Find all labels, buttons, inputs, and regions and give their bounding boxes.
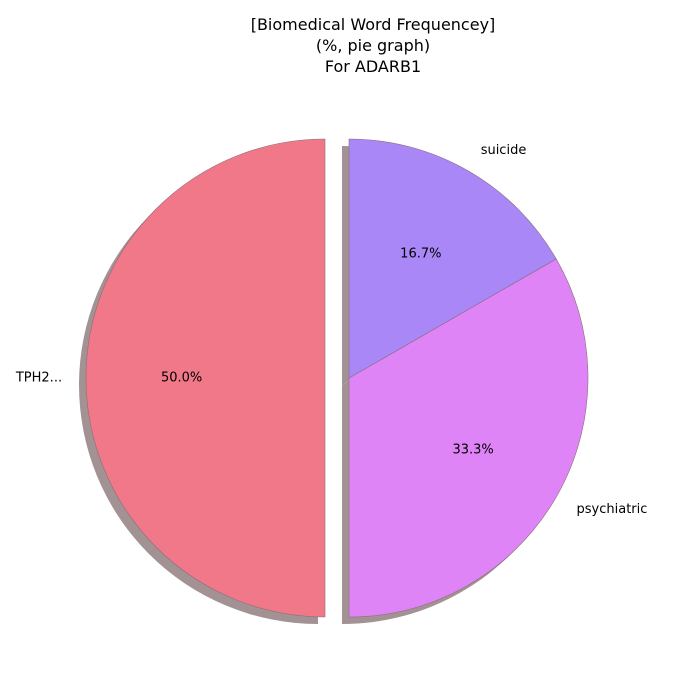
pie-slice-suicide xyxy=(348,138,557,379)
title-line-1: [Biomedical Word Frequencey] xyxy=(251,15,496,34)
pct-label-psychiatric: 33.3% xyxy=(452,442,493,457)
title-line-3: For ADARB1 xyxy=(325,57,421,76)
pie-slices xyxy=(85,138,589,618)
pie-slice-psychiatric xyxy=(348,258,589,618)
pct-label-tph2: 50.0% xyxy=(161,371,202,386)
slice-label-psychiatric: psychiatric xyxy=(577,502,648,517)
slice-label-tph2: TPH2... xyxy=(15,371,62,386)
chart-title: [Biomedical Word Frequencey] (%, pie gra… xyxy=(251,15,496,76)
slice-labels: 50.0% TPH2... 33.3% psychiatric 16.7% suicide xyxy=(15,143,648,517)
title-line-2: (%, pie graph) xyxy=(316,36,430,55)
pie-slice-tph2 xyxy=(85,138,326,618)
pct-label-suicide: 16.7% xyxy=(400,246,441,261)
slice-label-suicide: suicide xyxy=(481,143,527,158)
